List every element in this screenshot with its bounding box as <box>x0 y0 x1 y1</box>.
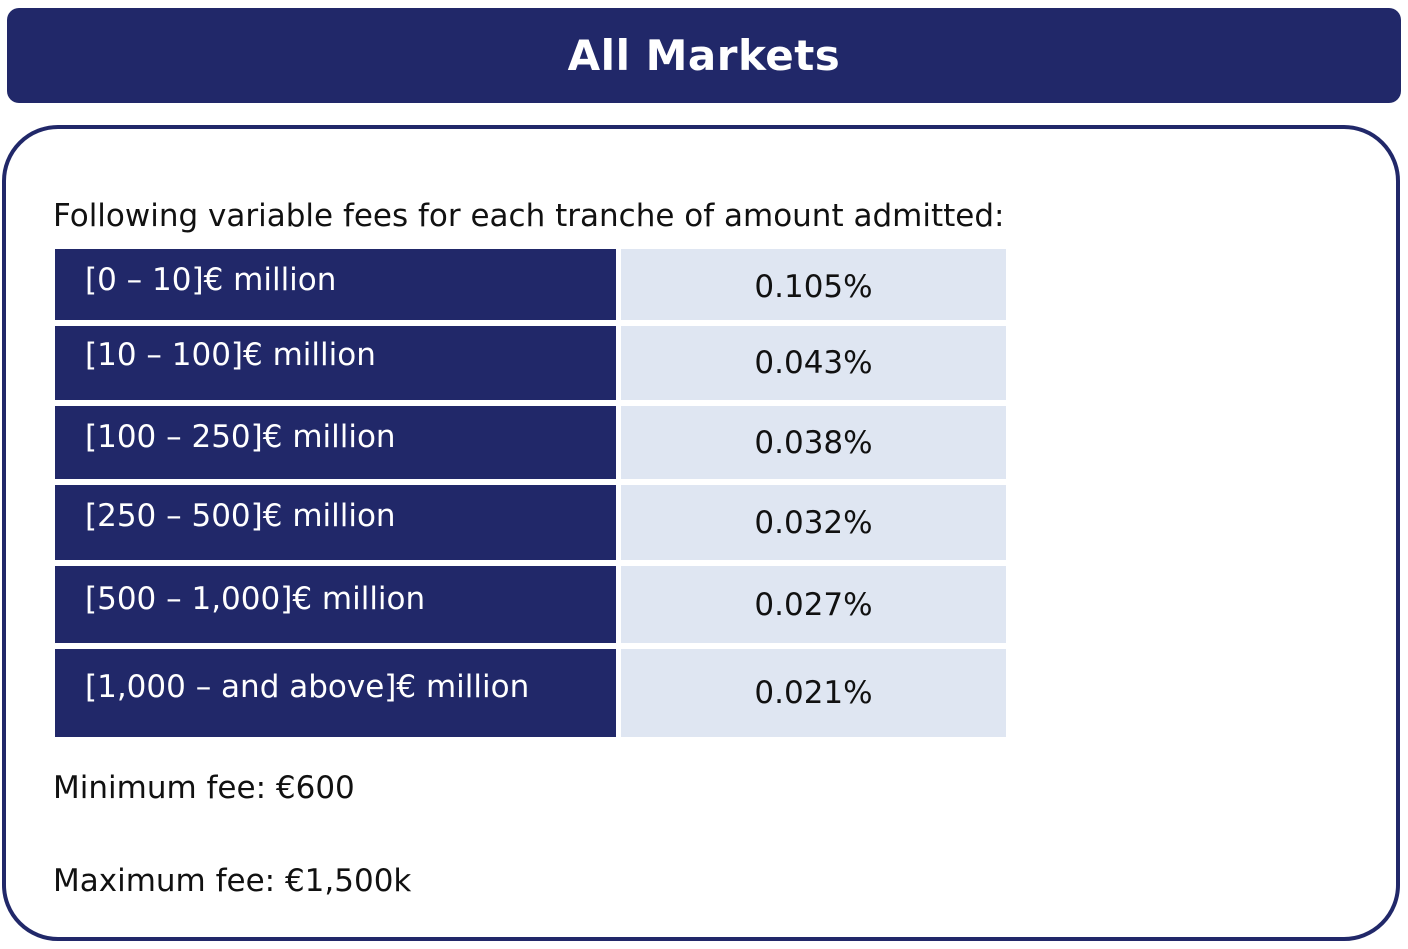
tranche-range: [0 – 10]€ million <box>55 249 616 320</box>
fee-table: [0 – 10]€ million 0.105% [10 – 100]€ mil… <box>55 249 1006 743</box>
tranche-range: [250 – 500]€ million <box>55 485 616 560</box>
header-banner: All Markets <box>7 8 1401 103</box>
tranche-range: [100 – 250]€ million <box>55 406 616 479</box>
minimum-fee-text: Minimum fee: €600 <box>53 770 355 806</box>
tranche-fee: 0.021% <box>621 649 1006 737</box>
table-row: [500 – 1,000]€ million 0.027% <box>55 566 1006 643</box>
tranche-range: [500 – 1,000]€ million <box>55 566 616 643</box>
intro-text: Following variable fees for each tranche… <box>53 198 1005 234</box>
table-row: [250 – 500]€ million 0.032% <box>55 485 1006 560</box>
tranche-fee: 0.027% <box>621 566 1006 643</box>
tranche-range: [1,000 – and above]€ million <box>55 649 616 737</box>
tranche-fee: 0.105% <box>621 249 1006 320</box>
tranche-fee: 0.043% <box>621 326 1006 400</box>
maximum-fee-text: Maximum fee: €1,500k <box>53 863 412 899</box>
table-row: [1,000 – and above]€ million 0.021% <box>55 649 1006 737</box>
table-row: [10 – 100]€ million 0.043% <box>55 326 1006 400</box>
tranche-fee: 0.038% <box>621 406 1006 479</box>
table-row: [0 – 10]€ million 0.105% <box>55 249 1006 320</box>
tranche-fee: 0.032% <box>621 485 1006 560</box>
tranche-range: [10 – 100]€ million <box>55 326 616 400</box>
page-title: All Markets <box>567 31 841 80</box>
table-row: [100 – 250]€ million 0.038% <box>55 406 1006 479</box>
